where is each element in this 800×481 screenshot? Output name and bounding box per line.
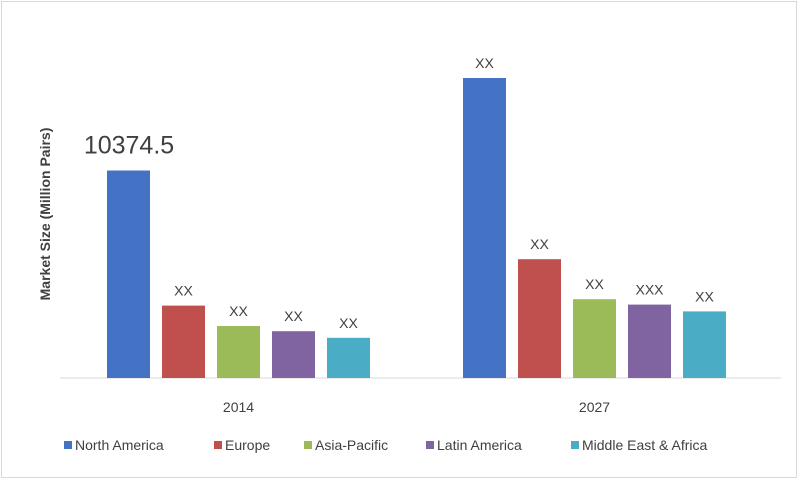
data-label: 10374.5	[84, 132, 174, 160]
bar-asia-pacific-2027	[573, 299, 616, 378]
data-label: XX	[174, 283, 193, 299]
data-label: XX	[339, 315, 358, 331]
legend-label: Middle East & Africa	[582, 437, 707, 453]
data-label: XX	[229, 303, 248, 319]
bar-middle-east-africa-2014	[327, 337, 370, 378]
legend-swatch	[214, 441, 222, 449]
legend-label: Asia-Pacific	[315, 437, 388, 453]
data-label: XX	[585, 276, 604, 292]
legend-label: Latin America	[437, 437, 522, 453]
bar-north-america-2014	[107, 170, 150, 378]
bar-latin-america-2014	[272, 331, 315, 378]
legend: North America Europe Asia-Pacific Latin Ame…	[64, 437, 707, 453]
legend-label: North America	[75, 437, 164, 453]
x-tick-label: 2027	[579, 399, 610, 415]
y-axis-label: Market Size (Million Pairs)	[37, 128, 53, 301]
data-label: XX	[475, 55, 494, 71]
legend-swatch	[571, 441, 579, 449]
legend-label: Europe	[225, 437, 270, 453]
legend-swatch	[64, 441, 72, 449]
data-label: XX	[284, 308, 303, 324]
bar-latin-america-2027	[628, 304, 671, 378]
bars-group	[107, 78, 726, 378]
data-label: XX	[530, 236, 549, 252]
x-tick-label: 2014	[223, 399, 254, 415]
bar-asia-pacific-2014	[217, 326, 260, 378]
bar-north-america-2027	[463, 78, 506, 378]
legend-swatch	[304, 441, 312, 449]
data-label: XXX	[635, 282, 664, 298]
legend-swatch	[426, 441, 434, 449]
x-tick-labels: 2014 2027	[223, 399, 610, 415]
bar-europe-2027	[518, 259, 561, 378]
data-label: XX	[695, 288, 714, 304]
bar-europe-2014	[162, 305, 205, 378]
bar-middle-east-africa-2027	[683, 311, 726, 378]
